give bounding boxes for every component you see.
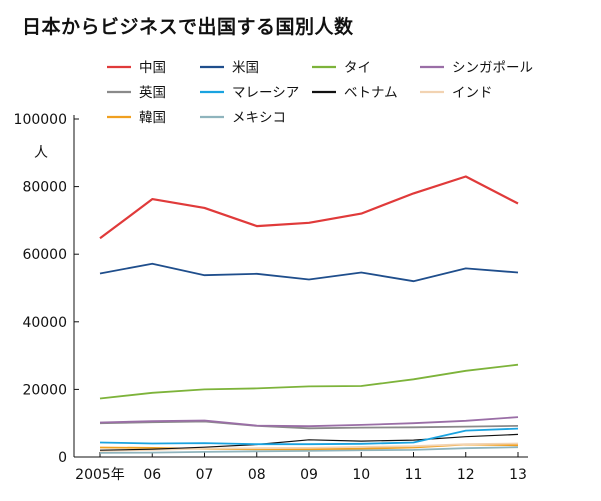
y-tick-label: 60000 (22, 247, 67, 263)
x-tick-label: 13 (509, 467, 527, 483)
x-tick-label: 2005年 (75, 467, 125, 483)
y-tick-label: 20000 (22, 382, 67, 398)
series-line (99, 175, 519, 240)
legend-item: 英国 (107, 84, 166, 101)
legend-label: 韓国 (139, 110, 166, 126)
x-axis: 2005年 06 07 08 09 10 11 12 13 (74, 452, 528, 483)
legend-item: メキシコ (200, 110, 286, 126)
legend-label: インド (452, 85, 493, 101)
series-line (99, 427, 519, 446)
x-tick-label: 09 (300, 467, 318, 483)
x-tick-label: 10 (352, 467, 370, 483)
legend-label: シンガポール (452, 60, 533, 76)
legend-item: タイ (312, 60, 371, 76)
series-line (99, 420, 519, 430)
legend-item: 米国 (200, 60, 259, 76)
series-line (99, 433, 519, 451)
legend-label: タイ (344, 60, 371, 76)
x-tick-label: 08 (248, 467, 266, 483)
legend-label: 米国 (232, 60, 259, 76)
legend-label: ベトナム (344, 85, 398, 101)
legend-item: 韓国 (107, 110, 166, 126)
legend-label: 中国 (139, 60, 166, 76)
legend-item: シンガポール (420, 60, 533, 76)
y-tick-label: 0 (58, 450, 67, 466)
legend-item: インド (420, 85, 493, 101)
y-tick-label: 80000 (22, 180, 67, 196)
legend-item: ベトナム (312, 85, 398, 101)
legend-label: マレーシア (232, 85, 299, 101)
series-line (99, 446, 519, 454)
y-axis: 0 20000 40000 60000 80000 100000 (14, 112, 79, 466)
legend-label: 英国 (139, 84, 166, 101)
x-tick-label: 11 (405, 467, 423, 483)
legend-label: メキシコ (232, 110, 286, 126)
plot-area (99, 175, 519, 454)
chart-title: 日本からビジネスで出国する国別人数 (22, 16, 354, 38)
series-line (99, 416, 519, 428)
series-line (99, 442, 519, 452)
x-tick-label: 06 (143, 467, 161, 483)
series-line (99, 262, 519, 283)
legend-item: マレーシア (200, 85, 299, 101)
x-tick-label: 07 (196, 467, 214, 483)
y-tick-label: 40000 (22, 315, 67, 331)
legend-item: 中国 (107, 60, 166, 76)
x-tick-label: 12 (457, 467, 475, 483)
y-axis-unit-label: 人 (34, 145, 48, 161)
series-line (99, 363, 519, 400)
y-tick-label: 100000 (14, 112, 67, 128)
